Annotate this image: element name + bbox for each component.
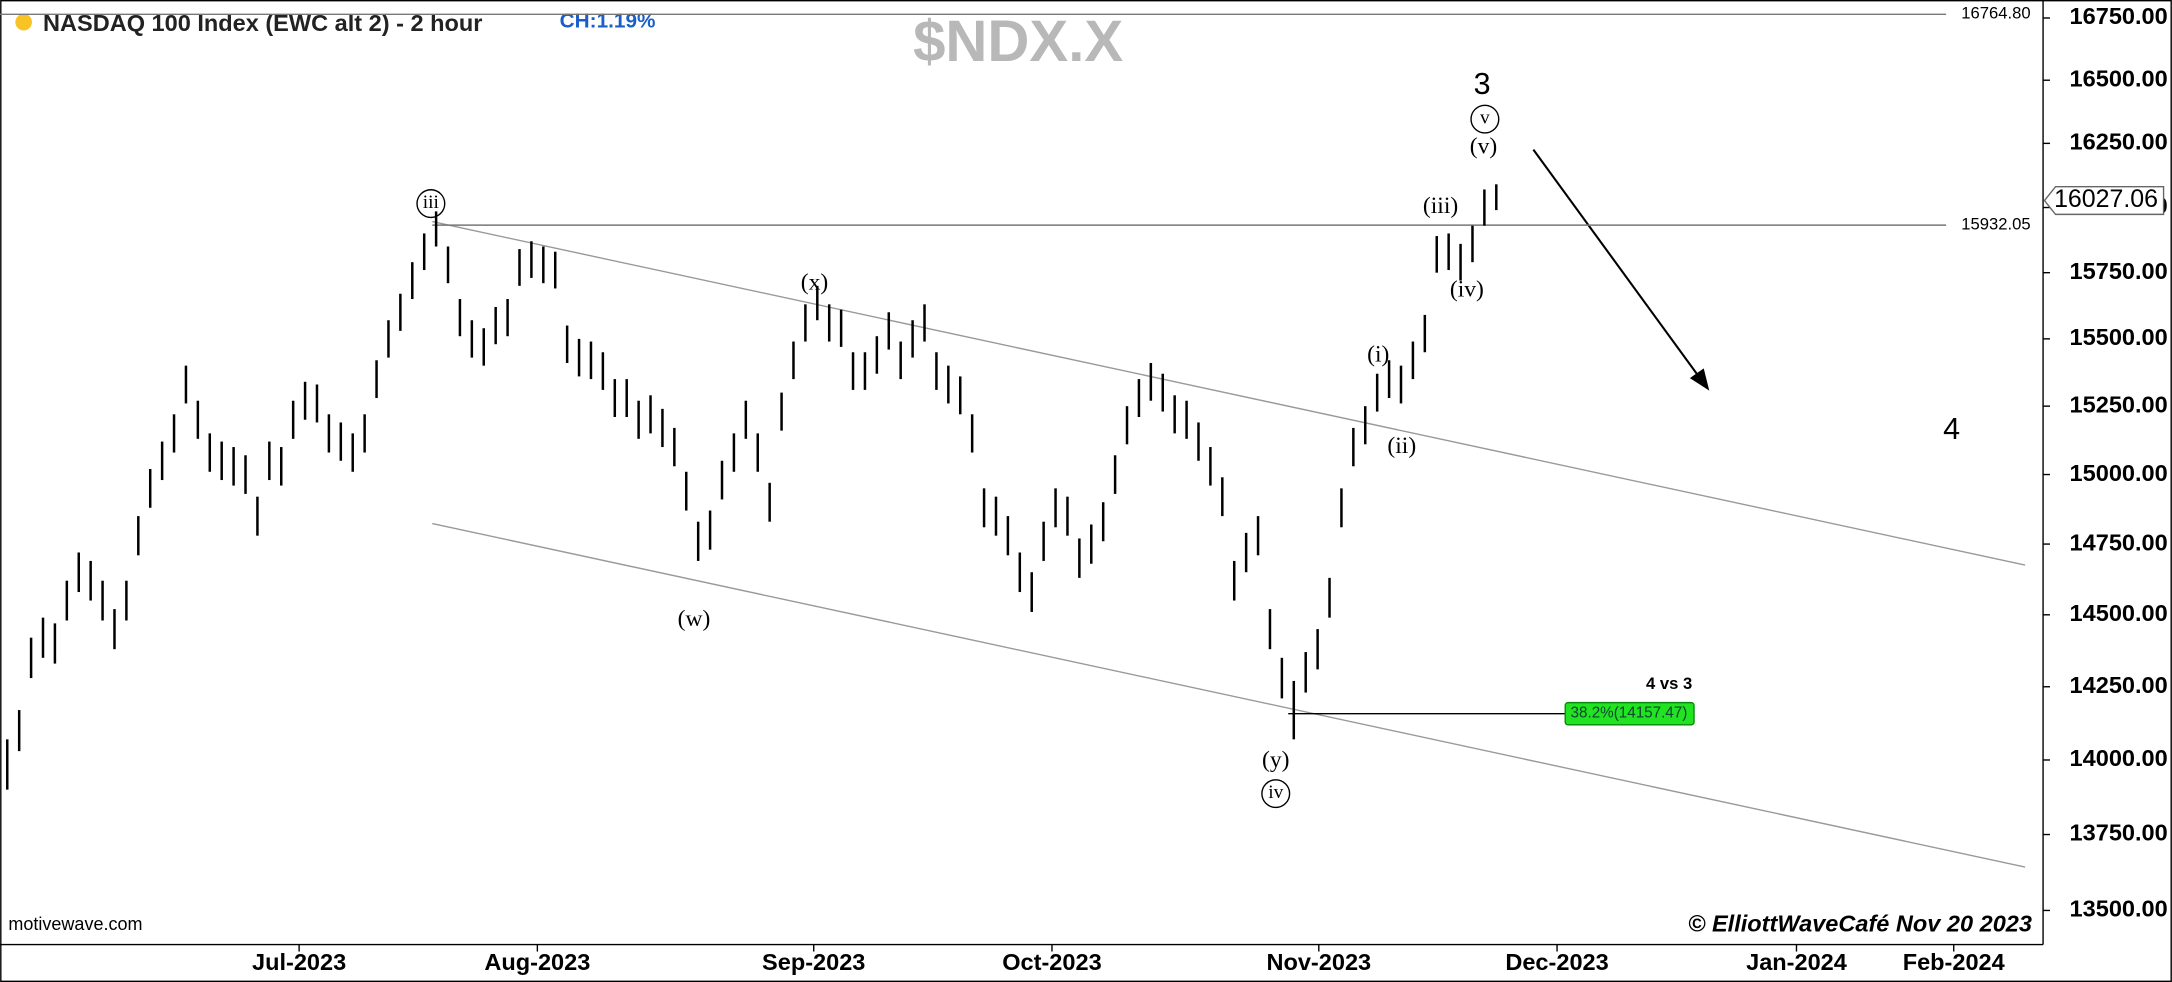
wave-circle xyxy=(416,189,446,219)
wave-label: (iv) xyxy=(1450,276,1484,302)
channel-upper xyxy=(432,220,2026,566)
y-tick-label: 16750.00 xyxy=(2070,3,2168,29)
last-price-label: 16027.06 xyxy=(2054,185,2158,213)
change: CH:1.19% xyxy=(560,10,656,33)
fib-label: 38.2%(14157.47) xyxy=(1571,705,1688,722)
x-tick-label: Feb-2024 xyxy=(1903,949,2005,975)
fib-box xyxy=(1564,701,1695,726)
wave-label: 4 xyxy=(1943,412,1960,446)
wave-label: iv xyxy=(1268,782,1283,803)
wave-labels: iii (w) (x) (y) iv (i) (ii) (iii) (iv) (… xyxy=(416,67,1960,809)
y-tick-label: 15250.00 xyxy=(2070,391,2168,417)
y-tick-label: 14500.00 xyxy=(2070,600,2168,626)
source: motivewave.com xyxy=(8,914,142,934)
y-tick-label: 16500.00 xyxy=(2070,65,2168,91)
y-tick-label: 13500.00 xyxy=(2070,896,2168,922)
last-price-box xyxy=(2043,185,2165,216)
wave-label: 3 xyxy=(1474,67,1491,101)
y-tick-label: 15500.00 xyxy=(2070,324,2168,350)
reference-label-box xyxy=(1948,215,2035,235)
wave-label: (v) xyxy=(1470,134,1497,160)
x-tick-label: Jan-2024 xyxy=(1746,949,1847,975)
wave-label: (w) xyxy=(678,606,711,632)
y-tick-label: 14250.00 xyxy=(2070,672,2168,698)
status-dot xyxy=(15,13,32,31)
wave-circle xyxy=(1261,779,1291,809)
wave-label: v xyxy=(1480,108,1490,129)
y-tick-label: 15000.00 xyxy=(2070,460,2168,486)
y-tick-label: 16250.00 xyxy=(2070,129,2168,155)
y-tick-label: 14750.00 xyxy=(2070,529,2168,555)
channel-lower xyxy=(432,522,2026,868)
wave-label: (iii) xyxy=(1423,193,1458,219)
reference-label: 16764.80 xyxy=(1961,4,2030,23)
x-tick-label: Sep-2023 xyxy=(762,949,865,975)
reference-label-box xyxy=(1948,4,2035,25)
fib-title: 4 vs 3 xyxy=(1646,674,1692,693)
x-tick-label: Aug-2023 xyxy=(484,949,590,975)
arrow xyxy=(1532,148,1702,381)
x-tick-label: Dec-2023 xyxy=(1505,949,1608,975)
y-tick-label: 15750.00 xyxy=(2070,258,2168,284)
x-tick-label: Jul-2023 xyxy=(252,949,346,975)
x-tick-label: Oct-2023 xyxy=(1002,949,1101,975)
symbol-watermark: $NDX.X xyxy=(913,9,1123,74)
wave-label: (ii) xyxy=(1387,433,1416,459)
y-tick-label: 13750.00 xyxy=(2070,820,2168,846)
reference-label: 15932.05 xyxy=(1961,215,2030,234)
wave-label: (y) xyxy=(1262,747,1289,773)
wave-label: (i) xyxy=(1367,341,1389,367)
y-tick-label: 14000.00 xyxy=(2070,745,2168,771)
arrow-head xyxy=(1689,368,1710,391)
x-tick-label: Nov-2023 xyxy=(1266,949,1371,975)
wave-label: iii xyxy=(423,192,440,213)
wave-label: (x) xyxy=(801,269,828,295)
wave-circle xyxy=(1470,104,1500,134)
copyright: © ElliottWaveCafé Nov 20 2023 xyxy=(1688,910,2032,936)
